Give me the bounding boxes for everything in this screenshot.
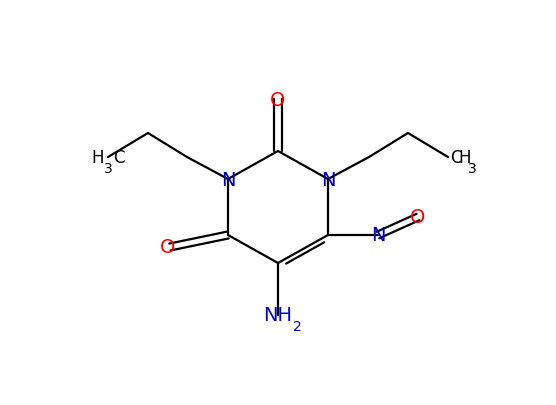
Text: NH: NH xyxy=(264,306,292,325)
Text: O: O xyxy=(410,208,426,227)
Text: N: N xyxy=(321,170,335,189)
Text: O: O xyxy=(160,238,176,257)
Text: N: N xyxy=(221,170,235,189)
Text: H: H xyxy=(458,149,470,166)
Text: 3: 3 xyxy=(468,162,476,175)
Text: H: H xyxy=(92,149,104,166)
Text: C: C xyxy=(450,149,461,166)
Text: 2: 2 xyxy=(293,319,302,333)
Text: N: N xyxy=(371,226,385,245)
Text: O: O xyxy=(270,90,286,109)
Text: C: C xyxy=(113,149,125,166)
Text: 3: 3 xyxy=(104,162,113,175)
